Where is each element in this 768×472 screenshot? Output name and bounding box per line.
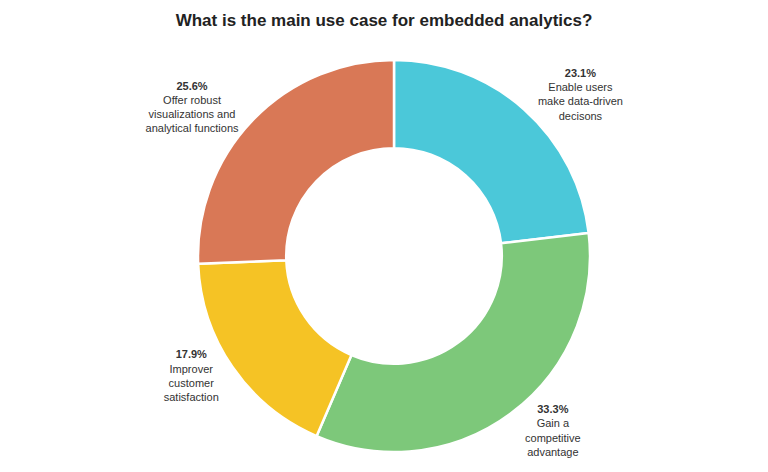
svg-text:23.1%Enable usersmake data-dri: 23.1%Enable usersmake data-drivendecison… bbox=[538, 67, 623, 122]
svg-text:17.9%Improvercustomersatisfact: 17.9%Improvercustomersatisfaction bbox=[164, 348, 219, 403]
svg-text:What is the main use case for: What is the main use case for embedded a… bbox=[176, 11, 593, 30]
svg-text:33.3%Gain acompetitiveadvantag: 33.3%Gain acompetitiveadvantage bbox=[525, 403, 581, 458]
svg-text:25.6%Offer robustvisualization: 25.6%Offer robustvisualizations andanaly… bbox=[146, 80, 239, 135]
